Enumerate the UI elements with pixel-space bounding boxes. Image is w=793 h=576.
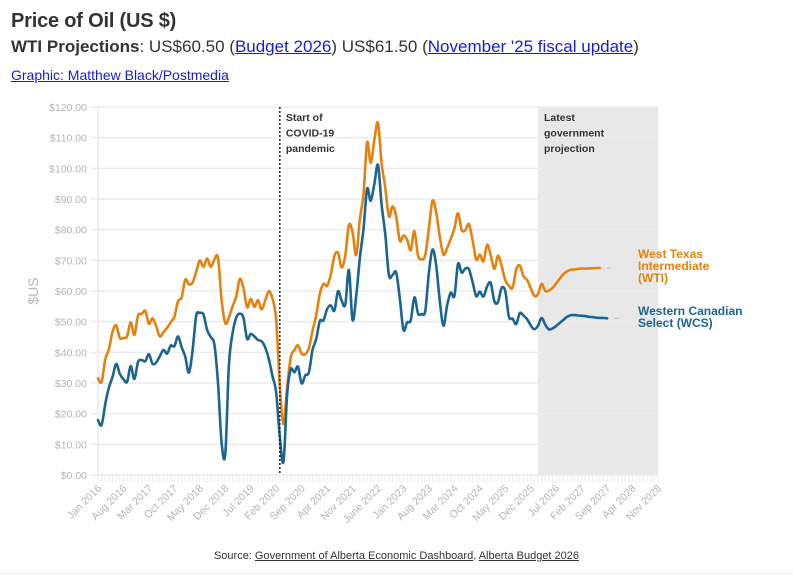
y-tick-label: $100.00 (49, 163, 87, 175)
wcs-line (96, 163, 609, 465)
projection-annotation: projection (544, 143, 595, 155)
chart-title: Price of Oil (US $) (11, 10, 177, 32)
y-tick-label: $0.00 (61, 470, 87, 482)
graphic-credit-link[interactable]: Graphic: Matthew Black/Postmedia (11, 67, 229, 83)
y-tick-label: $40.00 (55, 347, 87, 359)
paren-open-2: ( (422, 37, 428, 56)
source-link-dashboard[interactable]: Government of Alberta Economic Dashboard (254, 550, 474, 562)
fiscal-update-link[interactable]: November '25 fiscal update (427, 37, 634, 56)
wti-series-label: (WTI) (638, 271, 668, 285)
fiscal-update-value: US$61.50 (337, 37, 423, 56)
covid-annotation: pandemic (286, 143, 335, 155)
budget-2026-link[interactable]: Budget 2026 (234, 37, 332, 56)
y-tick-label: $90.00 (55, 194, 87, 206)
source-prefix: Source: (213, 550, 255, 562)
source-sep: , (473, 550, 479, 562)
wti-series-label: Intermediate (638, 259, 710, 273)
wcs-series-label: Select (WCS) (638, 316, 713, 330)
source-line: Source: Government of Alberta Economic D… (0, 550, 793, 562)
paren-close-2: ) (633, 37, 639, 56)
paren-open-1: ( (229, 37, 235, 56)
y-tick-label: $110.00 (50, 133, 87, 145)
y-tick-label: $60.00 (55, 286, 87, 298)
projection-annotation: government (544, 128, 605, 140)
y-tick-label: $20.00 (55, 409, 87, 421)
y-axis-title: $US (25, 277, 41, 304)
wti-line (96, 120, 602, 426)
wcs-series-label: Western Canadian (638, 304, 742, 318)
subtitle: WTI Projections: US$60.50 (Budget 2026) … (11, 37, 639, 57)
wti-series-label: West Texas (638, 247, 703, 261)
y-tick-label: $120.00 (49, 102, 87, 114)
oil-price-chart: $0.00 $10.00 $20.00 $30.00 $40.00 $50.00 $60.0… (25, 102, 742, 526)
covid-annotation: Start of (286, 112, 323, 124)
y-tick-label: $80.00 (55, 225, 87, 237)
y-tick-label: $10.00 (55, 439, 87, 451)
source-link-budget[interactable]: Alberta Budget 2026 (478, 550, 580, 562)
subtitle-colon: : (139, 37, 149, 56)
budget-2026-value: US$60.50 (148, 37, 230, 56)
paren-close-1: ) (331, 37, 338, 56)
covid-annotation: COVID-19 (286, 128, 335, 140)
bottom-divider (0, 573, 793, 574)
y-tick-label: $70.00 (55, 255, 87, 267)
y-tick-label: $30.00 (55, 378, 87, 390)
y-tick-label: $50.00 (55, 317, 87, 329)
subtitle-label: WTI Projections (11, 37, 140, 56)
projection-annotation: Latest (544, 112, 575, 124)
